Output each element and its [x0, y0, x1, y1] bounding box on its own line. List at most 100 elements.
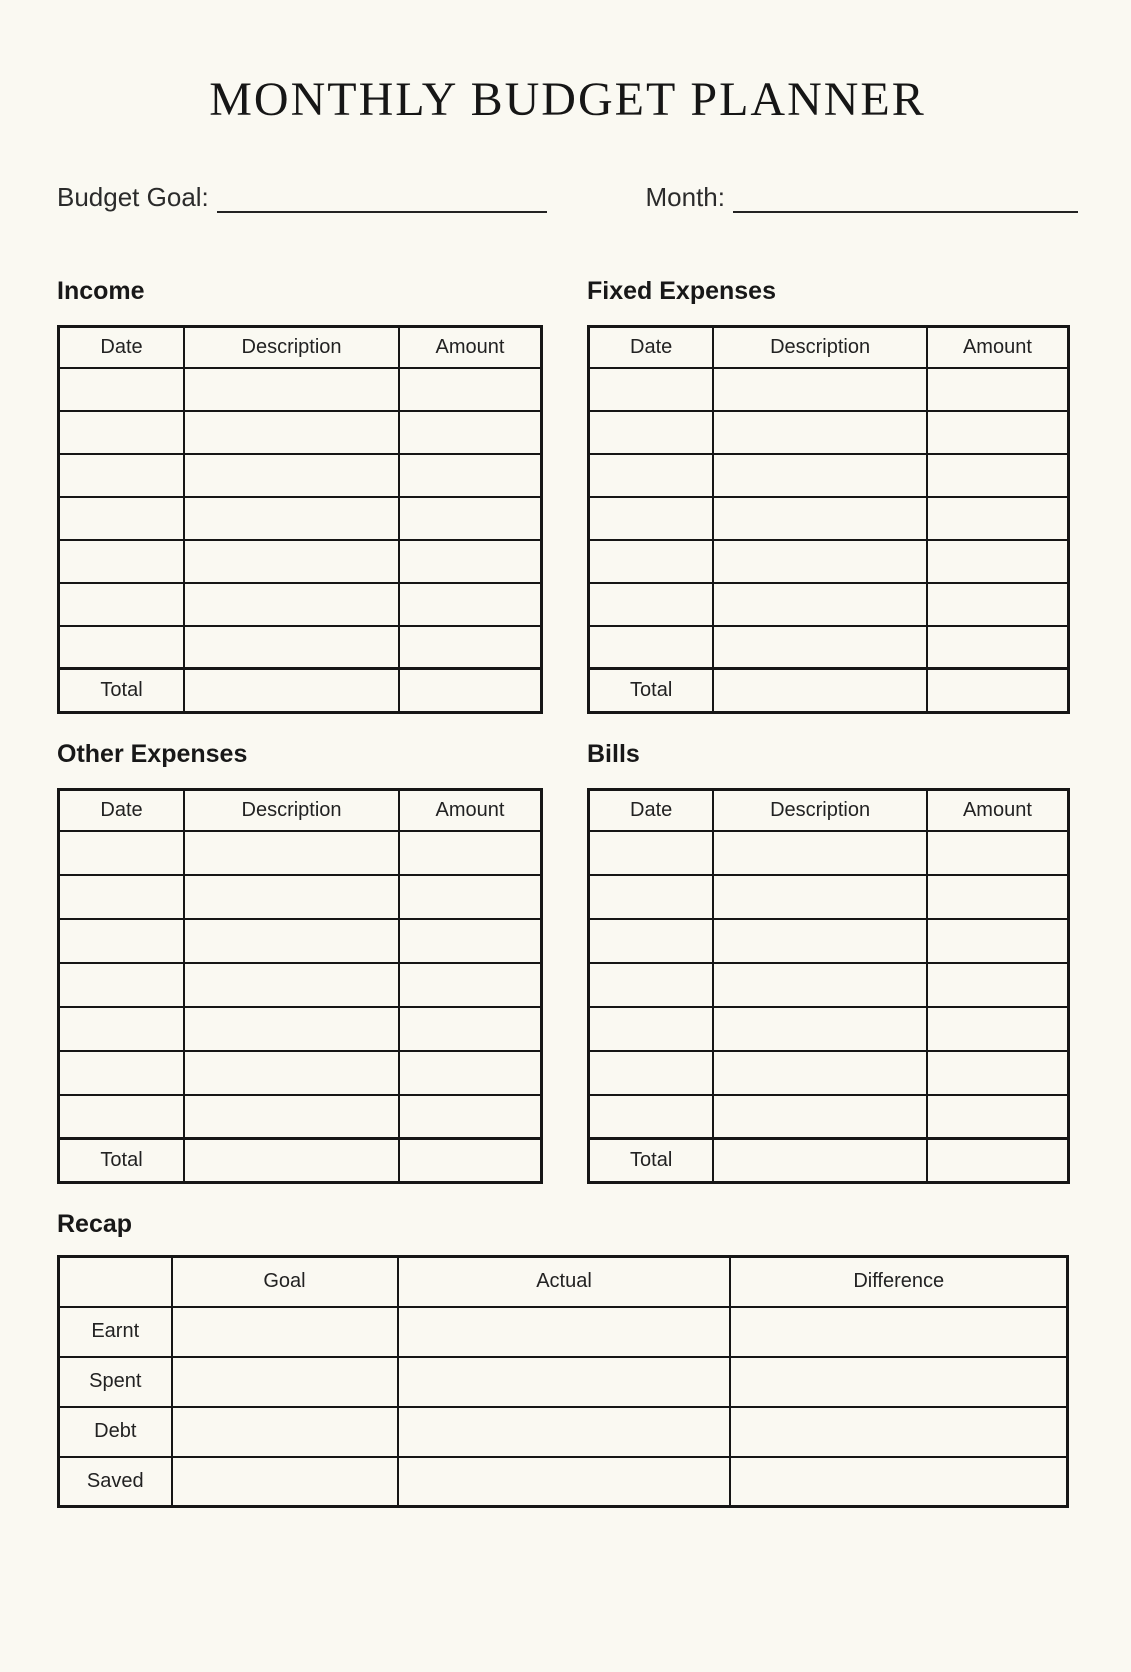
other-expenses-description-cell[interactable] [183, 829, 400, 876]
income-total-description-cell[interactable] [183, 667, 400, 714]
income-date-cell[interactable] [57, 581, 186, 627]
other-expenses-description-cell[interactable] [183, 1005, 400, 1052]
income-amount-cell[interactable] [398, 538, 543, 584]
income-description-cell[interactable] [183, 409, 400, 455]
bills-description-cell[interactable] [712, 873, 928, 920]
fixed-expenses-amount-cell[interactable] [925, 581, 1070, 627]
other-expenses-amount-cell[interactable] [398, 829, 543, 876]
fixed-expenses-description-cell[interactable] [712, 538, 928, 584]
fixed-expenses-description-cell[interactable] [712, 495, 928, 541]
recap-spent-actual-cell[interactable] [396, 1355, 732, 1408]
fixed-expenses-date-cell[interactable] [587, 624, 715, 670]
fixed-expenses-description-cell[interactable] [712, 452, 928, 498]
bills-date-cell[interactable] [587, 917, 715, 964]
other-expenses-description-cell[interactable] [183, 873, 400, 920]
fixed-expenses-total-description-cell[interactable] [712, 667, 928, 714]
fixed-expenses-date-cell[interactable] [587, 538, 715, 584]
recap-saved-actual-cell[interactable] [396, 1455, 732, 1508]
bills-total-description-cell[interactable] [712, 1137, 928, 1184]
fixed-expenses-description-cell[interactable] [712, 366, 928, 412]
income-date-cell[interactable] [57, 409, 186, 455]
bills-amount-cell[interactable] [925, 1049, 1070, 1096]
fixed-expenses-date-cell[interactable] [587, 495, 715, 541]
recap-earnt-difference-cell[interactable] [729, 1305, 1069, 1358]
income-description-cell[interactable] [183, 624, 400, 670]
bills-date-cell[interactable] [587, 873, 715, 920]
fixed-expenses-date-cell[interactable] [587, 452, 715, 498]
recap-saved-difference-cell[interactable] [729, 1455, 1069, 1508]
income-amount-cell[interactable] [398, 409, 543, 455]
other-expenses-date-cell[interactable] [57, 917, 186, 964]
recap-earnt-actual-cell[interactable] [396, 1305, 732, 1358]
income-amount-cell[interactable] [398, 452, 543, 498]
fixed-expenses-total-amount-cell[interactable] [925, 667, 1070, 714]
income-description-cell[interactable] [183, 495, 400, 541]
bills-date-cell[interactable] [587, 961, 715, 1008]
fixed-expenses-description-cell[interactable] [712, 581, 928, 627]
income-date-cell[interactable] [57, 452, 186, 498]
recap-spent-goal-cell[interactable] [170, 1355, 399, 1408]
income-description-cell[interactable] [183, 538, 400, 584]
bills-date-cell[interactable] [587, 829, 715, 876]
other-expenses-date-cell[interactable] [57, 1093, 186, 1140]
fixed-expenses-date-cell[interactable] [587, 581, 715, 627]
income-amount-cell[interactable] [398, 624, 543, 670]
fixed-expenses-amount-cell[interactable] [925, 452, 1070, 498]
bills-date-cell[interactable] [587, 1093, 715, 1140]
other-expenses-date-cell[interactable] [57, 829, 186, 876]
other-expenses-amount-cell[interactable] [398, 873, 543, 920]
income-description-cell[interactable] [183, 452, 400, 498]
bills-amount-cell[interactable] [925, 961, 1070, 1008]
bills-amount-cell[interactable] [925, 829, 1070, 876]
other-expenses-amount-cell[interactable] [398, 917, 543, 964]
income-description-cell[interactable] [183, 366, 400, 412]
income-date-cell[interactable] [57, 624, 186, 670]
bills-amount-cell[interactable] [925, 917, 1070, 964]
bills-date-cell[interactable] [587, 1049, 715, 1096]
fixed-expenses-amount-cell[interactable] [925, 366, 1070, 412]
income-date-cell[interactable] [57, 366, 186, 412]
other-expenses-date-cell[interactable] [57, 961, 186, 1008]
bills-description-cell[interactable] [712, 961, 928, 1008]
other-expenses-amount-cell[interactable] [398, 1093, 543, 1140]
other-expenses-description-cell[interactable] [183, 1049, 400, 1096]
other-expenses-amount-cell[interactable] [398, 961, 543, 1008]
recap-saved-goal-cell[interactable] [170, 1455, 399, 1508]
recap-earnt-goal-cell[interactable] [170, 1305, 399, 1358]
other-expenses-description-cell[interactable] [183, 961, 400, 1008]
bills-date-cell[interactable] [587, 1005, 715, 1052]
other-expenses-description-cell[interactable] [183, 1093, 400, 1140]
other-expenses-description-cell[interactable] [183, 917, 400, 964]
other-expenses-amount-cell[interactable] [398, 1049, 543, 1096]
fixed-expenses-amount-cell[interactable] [925, 624, 1070, 670]
income-total-amount-cell[interactable] [398, 667, 543, 714]
month-input-line[interactable] [733, 179, 1078, 213]
income-amount-cell[interactable] [398, 581, 543, 627]
recap-debt-goal-cell[interactable] [170, 1405, 399, 1458]
income-description-cell[interactable] [183, 581, 400, 627]
fixed-expenses-description-cell[interactable] [712, 624, 928, 670]
bills-amount-cell[interactable] [925, 873, 1070, 920]
budget-goal-input-line[interactable] [216, 179, 547, 213]
income-amount-cell[interactable] [398, 495, 543, 541]
recap-debt-actual-cell[interactable] [396, 1405, 732, 1458]
bills-amount-cell[interactable] [925, 1093, 1070, 1140]
bills-total-amount-cell[interactable] [925, 1137, 1070, 1184]
income-date-cell[interactable] [57, 538, 186, 584]
income-amount-cell[interactable] [398, 366, 543, 412]
bills-description-cell[interactable] [712, 1005, 928, 1052]
bills-description-cell[interactable] [712, 829, 928, 876]
income-date-cell[interactable] [57, 495, 186, 541]
bills-amount-cell[interactable] [925, 1005, 1070, 1052]
fixed-expenses-amount-cell[interactable] [925, 409, 1070, 455]
other-expenses-total-description-cell[interactable] [183, 1137, 400, 1184]
other-expenses-date-cell[interactable] [57, 1049, 186, 1096]
fixed-expenses-amount-cell[interactable] [925, 495, 1070, 541]
bills-description-cell[interactable] [712, 1093, 928, 1140]
fixed-expenses-amount-cell[interactable] [925, 538, 1070, 584]
bills-description-cell[interactable] [712, 917, 928, 964]
bills-description-cell[interactable] [712, 1049, 928, 1096]
fixed-expenses-description-cell[interactable] [712, 409, 928, 455]
other-expenses-amount-cell[interactable] [398, 1005, 543, 1052]
recap-spent-difference-cell[interactable] [729, 1355, 1069, 1408]
